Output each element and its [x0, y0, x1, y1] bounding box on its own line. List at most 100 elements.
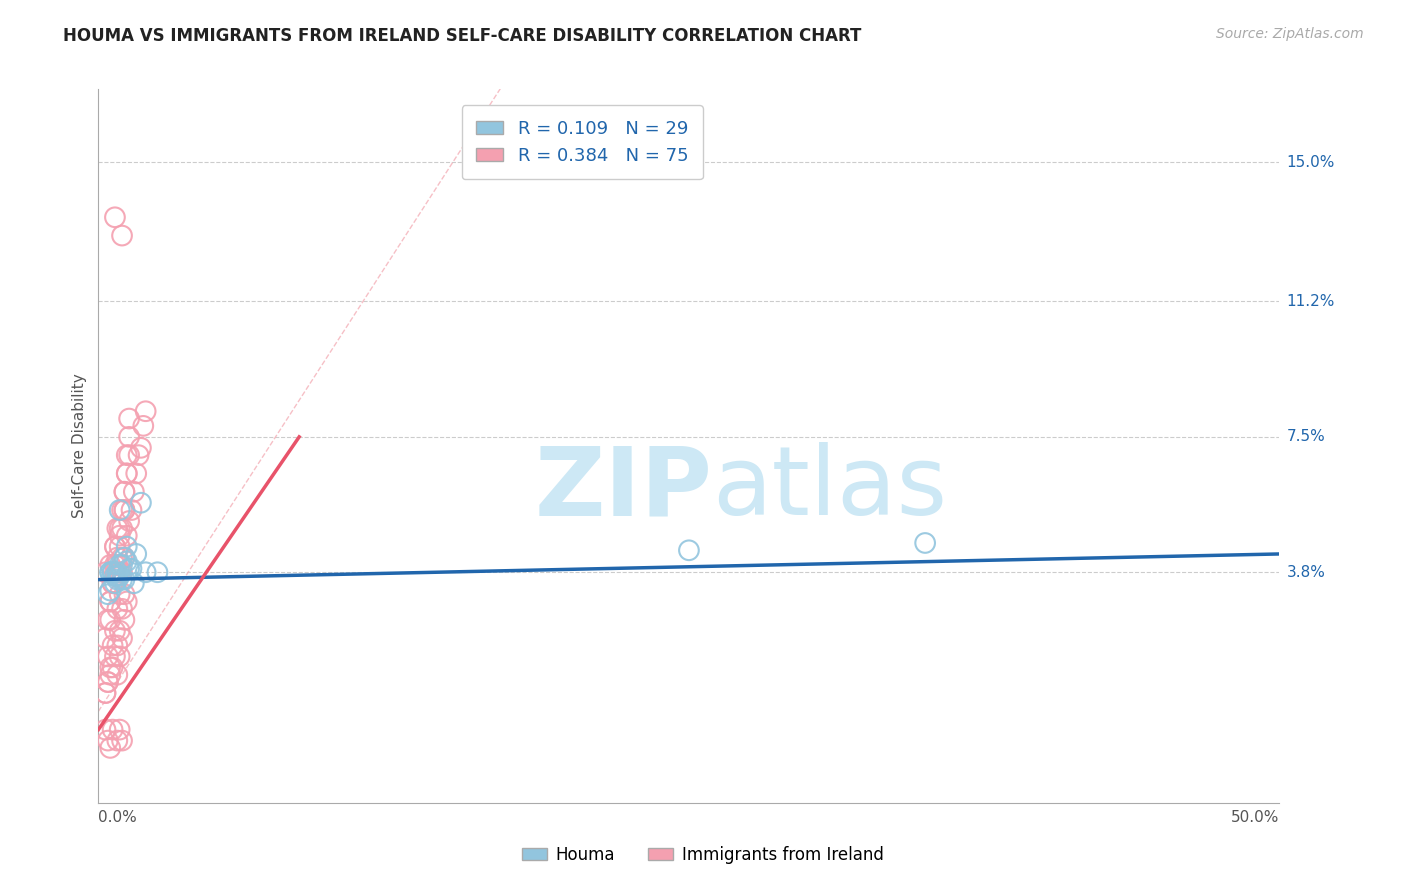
Point [111, 602, 134, 616]
Point [111, 631, 134, 645]
Point [111, 733, 134, 747]
Point [97, 733, 120, 747]
Point [108, 521, 131, 535]
Point [108, 649, 131, 664]
Point [121, 561, 143, 575]
Point [98, 583, 121, 598]
Point [115, 554, 138, 568]
Point [97, 587, 120, 601]
Text: 3.8%: 3.8% [1286, 565, 1326, 580]
Point [111, 228, 134, 243]
Point [112, 613, 135, 627]
Point [98, 558, 121, 572]
Point [146, 566, 169, 580]
Point [105, 639, 128, 653]
Point [112, 503, 135, 517]
Point [118, 514, 141, 528]
Point [122, 576, 145, 591]
Point [121, 503, 143, 517]
Point [98, 660, 121, 674]
Point [104, 569, 127, 583]
Text: 50.0%: 50.0% [1232, 810, 1279, 825]
Point [98, 566, 121, 580]
Point [112, 550, 135, 565]
Point [94, 723, 117, 737]
Point [105, 550, 128, 565]
Point [98, 594, 121, 608]
Point [98, 594, 121, 608]
Point [112, 503, 135, 517]
Point [98, 667, 121, 681]
Point [101, 723, 124, 737]
Point [108, 723, 131, 737]
Point [112, 550, 135, 565]
Point [914, 536, 936, 550]
Point [129, 496, 152, 510]
Point [104, 540, 127, 554]
Point [94, 631, 117, 645]
Point [104, 624, 127, 638]
Point [104, 649, 127, 664]
Point [104, 566, 127, 580]
Point [118, 411, 141, 425]
Text: 7.5%: 7.5% [1286, 429, 1326, 444]
Point [104, 558, 127, 572]
Point [678, 543, 700, 558]
Point [108, 540, 131, 554]
Point [108, 529, 131, 543]
Point [115, 594, 138, 608]
Point [94, 686, 117, 700]
Point [101, 576, 124, 591]
Point [111, 550, 134, 565]
Point [115, 467, 138, 481]
Point [115, 540, 138, 554]
Y-axis label: Self-Care Disability: Self-Care Disability [72, 374, 87, 518]
Point [94, 566, 117, 580]
Point [118, 448, 141, 462]
Point [111, 566, 134, 580]
Point [111, 521, 134, 535]
Point [112, 573, 135, 587]
Point [105, 573, 128, 587]
Point [97, 675, 120, 690]
Point [129, 441, 152, 455]
Point [108, 587, 131, 601]
Point [125, 547, 148, 561]
Point [111, 558, 134, 572]
Point [135, 566, 157, 580]
Text: 11.2%: 11.2% [1286, 294, 1334, 309]
Point [105, 558, 128, 572]
Point [111, 573, 134, 587]
Point [98, 566, 121, 580]
Point [115, 467, 138, 481]
Text: ZIP: ZIP [534, 442, 713, 535]
Point [98, 613, 121, 627]
Point [118, 430, 141, 444]
Point [105, 667, 128, 681]
Point [112, 484, 135, 499]
Point [122, 484, 145, 499]
Point [105, 733, 128, 747]
Text: HOUMA VS IMMIGRANTS FROM IRELAND SELF-CARE DISABILITY CORRELATION CHART: HOUMA VS IMMIGRANTS FROM IRELAND SELF-CA… [63, 27, 862, 45]
Point [115, 448, 138, 462]
Point [125, 467, 148, 481]
Point [101, 576, 124, 591]
Point [97, 675, 120, 690]
Point [97, 649, 120, 664]
Point [128, 448, 150, 462]
Text: Source: ZipAtlas.com: Source: ZipAtlas.com [1216, 27, 1364, 41]
Legend: Houma, Immigrants from Ireland: Houma, Immigrants from Ireland [516, 839, 890, 871]
Legend: R = 0.109   N = 29, R = 0.384   N = 75: R = 0.109 N = 29, R = 0.384 N = 75 [461, 105, 703, 179]
Point [105, 569, 128, 583]
Point [104, 211, 127, 225]
Point [115, 529, 138, 543]
Point [108, 566, 131, 580]
Point [108, 503, 131, 517]
Point [101, 639, 124, 653]
Point [105, 521, 128, 535]
Point [111, 503, 134, 517]
Point [105, 566, 128, 580]
Point [108, 558, 131, 572]
Point [97, 613, 120, 627]
Point [98, 740, 121, 755]
